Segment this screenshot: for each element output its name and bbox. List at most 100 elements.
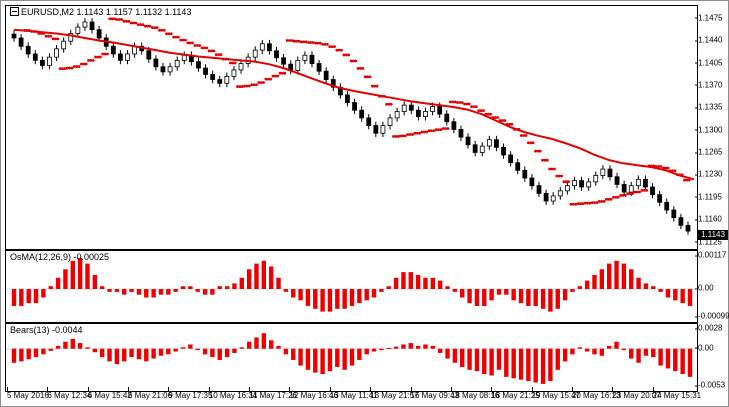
price-pane[interactable]: EURUSD,M2 1.1143 1.1157 1.1132 1.1143 bbox=[5, 5, 698, 250]
bull-candle bbox=[252, 49, 258, 58]
parabolic-sar-dot bbox=[654, 165, 658, 168]
histogram-bar bbox=[151, 348, 156, 359]
histogram-bar bbox=[313, 348, 318, 373]
parabolic-sar-dot bbox=[179, 38, 183, 42]
bear-candle bbox=[217, 79, 223, 84]
parabolic-sar-dot bbox=[80, 62, 83, 66]
time-label: 9 May 17:35 bbox=[168, 387, 213, 400]
price-axis[interactable]: 1.1475 1.1440 1.1405 1.1370 1.1335 1.1300 1.12… bbox=[694, 5, 728, 248]
histogram-bar bbox=[511, 289, 516, 301]
histogram-bar bbox=[533, 289, 538, 306]
bull-candle bbox=[593, 175, 599, 183]
bear-candle bbox=[671, 209, 677, 219]
osma-axis[interactable]: 0.00117 0.00 -0.00099 bbox=[694, 250, 729, 321]
histogram-bar bbox=[504, 289, 509, 295]
bear-candle bbox=[465, 136, 471, 146]
bear-candle bbox=[359, 109, 365, 119]
parabolic-sar-dot bbox=[427, 129, 431, 133]
parabolic-sar-dot bbox=[415, 131, 419, 135]
histogram-bar bbox=[232, 348, 237, 353]
parabolic-sar-dot bbox=[281, 71, 284, 75]
histogram-bar bbox=[180, 347, 186, 349]
parabolic-sar-dot bbox=[588, 201, 592, 205]
parabolic-sar-dot bbox=[493, 116, 497, 119]
parabolic-sar-dot bbox=[545, 158, 549, 162]
parabolic-sar-dot bbox=[498, 119, 502, 122]
bear-candle bbox=[330, 79, 336, 88]
parabolic-sar-dot bbox=[250, 83, 254, 87]
parabolic-sar-dot bbox=[460, 101, 464, 104]
parabolic-sar-dot bbox=[470, 105, 474, 109]
parabolic-sar-dot bbox=[685, 178, 689, 182]
histogram-bar bbox=[680, 348, 685, 375]
parabolic-sar-dot bbox=[103, 52, 107, 56]
histogram-bar bbox=[460, 289, 465, 298]
histogram-bar bbox=[364, 289, 369, 301]
histogram-bar bbox=[224, 348, 230, 358]
parabolic-sar-dot bbox=[586, 201, 589, 205]
parabolic-sar-dot bbox=[649, 164, 653, 168]
parabolic-sar-dot bbox=[245, 84, 249, 88]
parabolic-sar-dot bbox=[595, 201, 599, 205]
histogram-bar bbox=[283, 348, 289, 355]
histogram-bar bbox=[651, 348, 656, 358]
histogram-bar bbox=[445, 286, 450, 290]
histogram-bar bbox=[158, 289, 164, 295]
parabolic-sar-dot bbox=[680, 173, 684, 177]
histogram-bar bbox=[217, 348, 222, 360]
time-label: 5 May 2016 bbox=[7, 387, 49, 400]
histogram-bar bbox=[77, 257, 83, 290]
histogram-bar bbox=[651, 286, 656, 290]
histogram-bar bbox=[489, 348, 494, 376]
time-axis[interactable]: 5 May 2016 6 May 12:34 6 May 15:42 6 May 21… bbox=[5, 387, 701, 405]
parabolic-sar-dot bbox=[158, 28, 161, 32]
parabolic-sar-dot bbox=[403, 134, 407, 138]
histogram-bar bbox=[467, 289, 472, 304]
parabolic-sar-dot bbox=[406, 133, 410, 136]
histogram-bar bbox=[291, 289, 296, 298]
parabolic-sar-dot bbox=[228, 61, 232, 65]
parabolic-sar-dot bbox=[354, 59, 358, 63]
bull-candle bbox=[54, 48, 59, 58]
histogram-bar bbox=[592, 274, 597, 290]
bear-candle bbox=[501, 146, 506, 156]
parabolic-sar-dot bbox=[366, 75, 369, 79]
indicator-tick: -0.00099 bbox=[695, 311, 729, 321]
bull-candle bbox=[479, 145, 485, 153]
histogram-bar bbox=[577, 286, 582, 290]
bull-candle bbox=[423, 111, 428, 118]
bears-axis[interactable]: 0.0028 0.00 -0.0053 bbox=[694, 323, 728, 390]
bear-candle bbox=[96, 29, 102, 39]
parabolic-sar-dot bbox=[304, 40, 308, 44]
bear-candle bbox=[494, 139, 499, 148]
parabolic-sar-dot bbox=[283, 71, 287, 75]
histogram-bar bbox=[239, 347, 244, 349]
parabolic-sar-dot bbox=[89, 58, 93, 62]
osma-pane[interactable]: OsMA(12,26,9) -0.00025 bbox=[5, 250, 698, 323]
parabolic-sar-dot bbox=[330, 45, 334, 49]
parabolic-sar-dot bbox=[174, 35, 178, 39]
histogram-bar bbox=[401, 344, 406, 349]
bears-pane[interactable]: Bears(13) -0.0044 bbox=[5, 323, 698, 392]
bear-candle bbox=[323, 70, 329, 80]
histogram-bar bbox=[48, 348, 53, 351]
bull-candle bbox=[550, 195, 556, 202]
parabolic-sar-dot bbox=[146, 24, 150, 28]
parabolic-sar-dot bbox=[96, 55, 100, 59]
histogram-bar bbox=[254, 337, 259, 349]
histogram-bar bbox=[342, 348, 347, 370]
parabolic-sar-dot bbox=[437, 128, 440, 132]
parabolic-sar-dot bbox=[635, 190, 639, 194]
histogram-bar bbox=[11, 289, 17, 306]
parabolic-sar-dot bbox=[148, 24, 152, 28]
parabolic-sar-dot bbox=[224, 57, 228, 61]
parabolic-sar-dot bbox=[432, 129, 436, 133]
histogram-bar bbox=[173, 289, 178, 292]
histogram-bar bbox=[467, 348, 472, 370]
parabolic-sar-dot bbox=[120, 18, 124, 21]
parabolic-sar-dot bbox=[217, 53, 220, 57]
histogram-bar bbox=[599, 348, 605, 356]
histogram-bar bbox=[562, 348, 568, 362]
parabolic-sar-dot bbox=[486, 112, 490, 116]
